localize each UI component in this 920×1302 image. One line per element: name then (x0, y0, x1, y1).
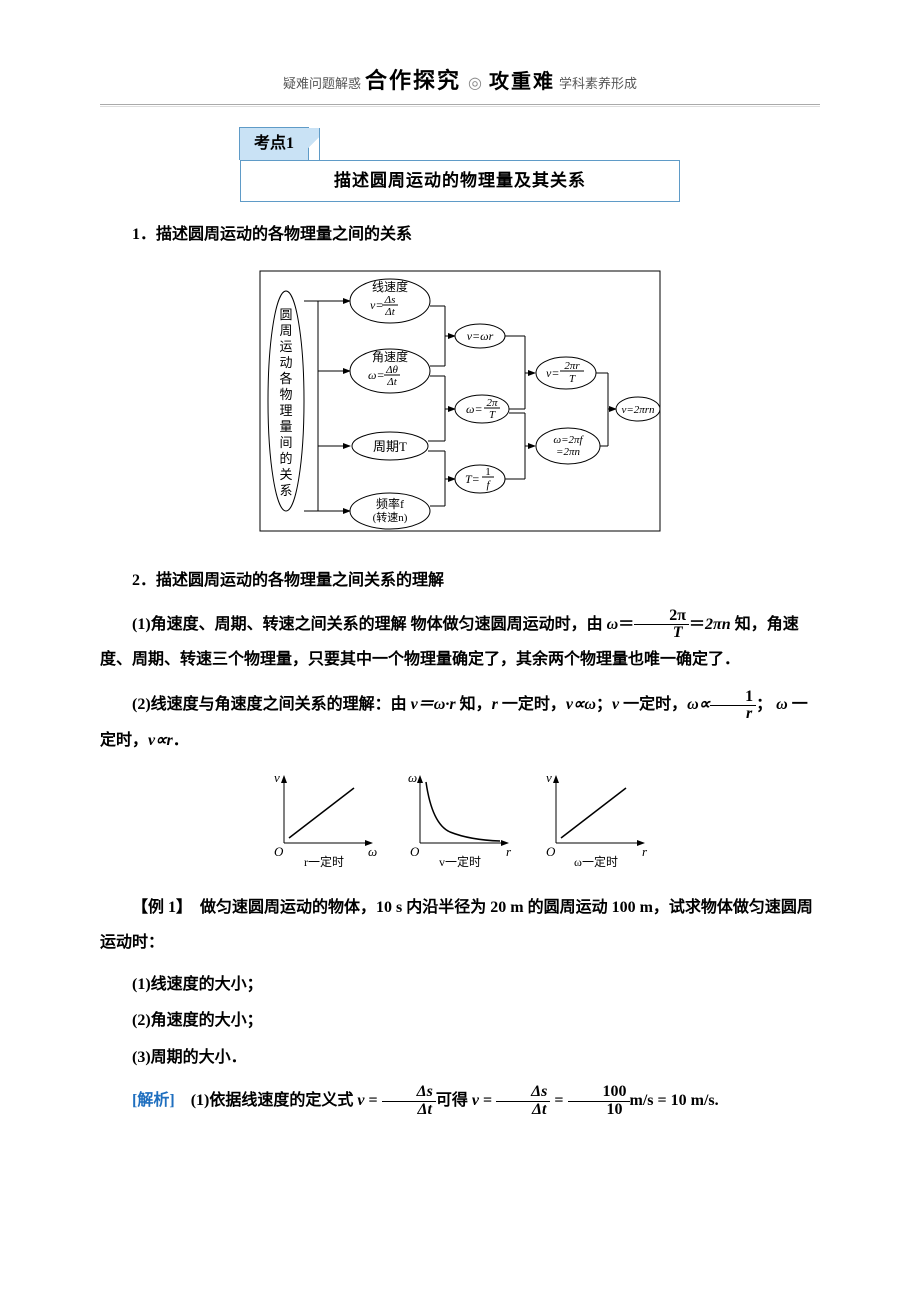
sol1e: m/s = 10 m/s. (630, 1092, 719, 1109)
heading-1: 1．描述圆周运动的各物理量之间的关系 (100, 220, 820, 250)
g1-o: O (274, 844, 284, 859)
p2-frac: 1r (710, 689, 756, 724)
jiexi-label: [解析] (132, 1092, 175, 1109)
rel-t1f-top: 1 (485, 466, 491, 478)
rel-v2pirn: v=2πrn (621, 404, 655, 416)
ex-text: 做匀速圆周运动的物体，10 s 内沿半径为 20 m 的圆周运动 100 m，试… (100, 899, 813, 951)
rel-w2pif-1: ω=2πf (553, 434, 584, 446)
p2-w: ω (776, 696, 788, 713)
sol1b2: = (479, 1092, 496, 1109)
p1a: (1)角速度、周期、转速之间关系的理解 物体做匀速圆周运动时，由 (132, 616, 607, 633)
rel-w2pif-2: =2πn (556, 446, 580, 458)
p1-frac: 2πT (634, 608, 689, 643)
g1-y: v (274, 770, 280, 785)
q2: (2)角速度的大小； (100, 1006, 820, 1036)
rel-w2pit-pre: ω= (466, 402, 483, 416)
g2-y: ω (408, 770, 417, 785)
cooperation-banner: 疑难问题解惑 合作探究 ◎ 攻重难 学科素养形成 (100, 60, 820, 105)
para-2: (2)线速度与角速度之间关系的理解：由 v＝ω·r 知，r 一定时，v∝ω；v … (100, 687, 820, 758)
g3-x: r (642, 844, 648, 859)
p2h: ． (173, 732, 189, 749)
node-period: 周期T (373, 439, 407, 454)
p2-vpropw: v∝ω (566, 696, 596, 713)
p1c: ＝ (689, 616, 705, 633)
svg-text:v=: v= (370, 298, 383, 312)
node-angvel-bot: Δt (386, 376, 397, 388)
sol-frac3: 10010 (568, 1084, 630, 1119)
p2-vwr: v＝ω·r (411, 696, 456, 713)
node-linvel-title: 线速度 (372, 279, 408, 294)
p1-omega: ω (607, 616, 619, 633)
q3: (3)周期的大小． (100, 1043, 820, 1073)
g2-o: O (410, 844, 420, 859)
solution-1: [解析] (1)依据线速度的定义式 v = ΔsΔt可得 v = ΔsΔt = … (100, 1083, 820, 1119)
g3-o: O (546, 844, 556, 859)
sol1b: = (364, 1092, 381, 1109)
banner-rule-line (100, 104, 820, 105)
node-freq-2: (转速n) (373, 510, 408, 524)
node-angvel-top: Δθ (385, 364, 398, 376)
graph-2: ω r O v一定时 (400, 768, 520, 868)
banner-dot: ◎ (468, 75, 482, 92)
banner-center: 合作探究 (365, 68, 461, 93)
sol-frac1: ΔsΔt (382, 1084, 436, 1119)
banner-sub: 攻重难 (489, 71, 555, 93)
side-label: 圆周运动各物理量间的关系 (279, 307, 292, 498)
sol-v2: v (472, 1092, 479, 1109)
graph-3: v r O ω一定时 (536, 768, 656, 868)
g3-cap: ω一定时 (574, 854, 618, 868)
kaodian-box: 考点1 描述圆周运动的物理量及其关系 (240, 127, 680, 203)
ex-label: 【例 1】 (132, 899, 184, 916)
p2-v: v (612, 696, 619, 713)
g1-cap: r一定时 (304, 854, 344, 868)
relation-diagram: 圆周运动各物理量间的关系 线速度 v= Δs Δt 角速度 ω= Δθ Δt 周… (100, 261, 820, 552)
p2c: 一定时， (498, 696, 566, 713)
rel-w2pit-top: 2π (486, 397, 498, 409)
kaodian-tab: 考点1 (239, 127, 309, 160)
sol1d: = (550, 1092, 567, 1109)
example-1: 【例 1】 做匀速圆周运动的物体，10 s 内沿半径为 20 m 的圆周运动 1… (100, 890, 820, 960)
rel-t1f-pre: T= (465, 472, 480, 486)
g3-y: v (546, 770, 552, 785)
p2e: 一定时， (619, 696, 687, 713)
kaodian-title: 描述圆周运动的物理量及其关系 (240, 160, 680, 202)
node-freq-1: 频率f (376, 496, 404, 511)
svg-text:ω=: ω= (368, 368, 385, 382)
three-graphs: v ω O r一定时 ω r O v一定时 v r O ω一定时 (100, 768, 820, 879)
graph-1: v ω O r一定时 (264, 768, 384, 868)
node-linvel-top: Δs (384, 294, 396, 306)
q1: (1)线速度的大小； (100, 970, 820, 1000)
p2-vpropr: v∝r (148, 732, 173, 749)
para-1: (1)角速度、周期、转速之间关系的理解 物体做匀速圆周运动时，由 ω＝2πT＝2… (100, 607, 820, 678)
p2a: (2)线速度与角速度之间关系的理解：由 (132, 696, 411, 713)
rel-vwr: v=ωr (467, 329, 494, 343)
rel-w2pit-bot: T (489, 409, 496, 421)
g1-x: ω (368, 844, 377, 859)
sol-frac2: ΔsΔt (496, 1084, 550, 1119)
node-angvel-title: 角速度 (372, 349, 408, 364)
banner-left: 疑难问题解惑 (283, 76, 361, 91)
p2d: ； (596, 696, 612, 713)
sol1a: (1)依据线速度的定义式 (191, 1092, 358, 1109)
sol1c: 可得 (436, 1092, 472, 1109)
p2b: 知， (456, 696, 492, 713)
p2f: ； (756, 696, 776, 713)
p1b: ＝ (618, 616, 634, 633)
rel-v2pirt-top: 2πr (564, 360, 580, 372)
rel-v2pirt-bot: T (569, 373, 576, 385)
p1d: 2πn (705, 616, 731, 633)
g2-x: r (506, 844, 512, 859)
rel-v2pirt-pre: v= (546, 366, 559, 380)
p2-wprop: ω∝ (687, 696, 710, 713)
banner-right: 学科素养形成 (559, 76, 637, 91)
heading-2: 2．描述圆周运动的各物理量之间关系的理解 (100, 566, 820, 596)
node-linvel-bot: Δt (384, 306, 395, 318)
g2-cap: v一定时 (439, 854, 481, 868)
